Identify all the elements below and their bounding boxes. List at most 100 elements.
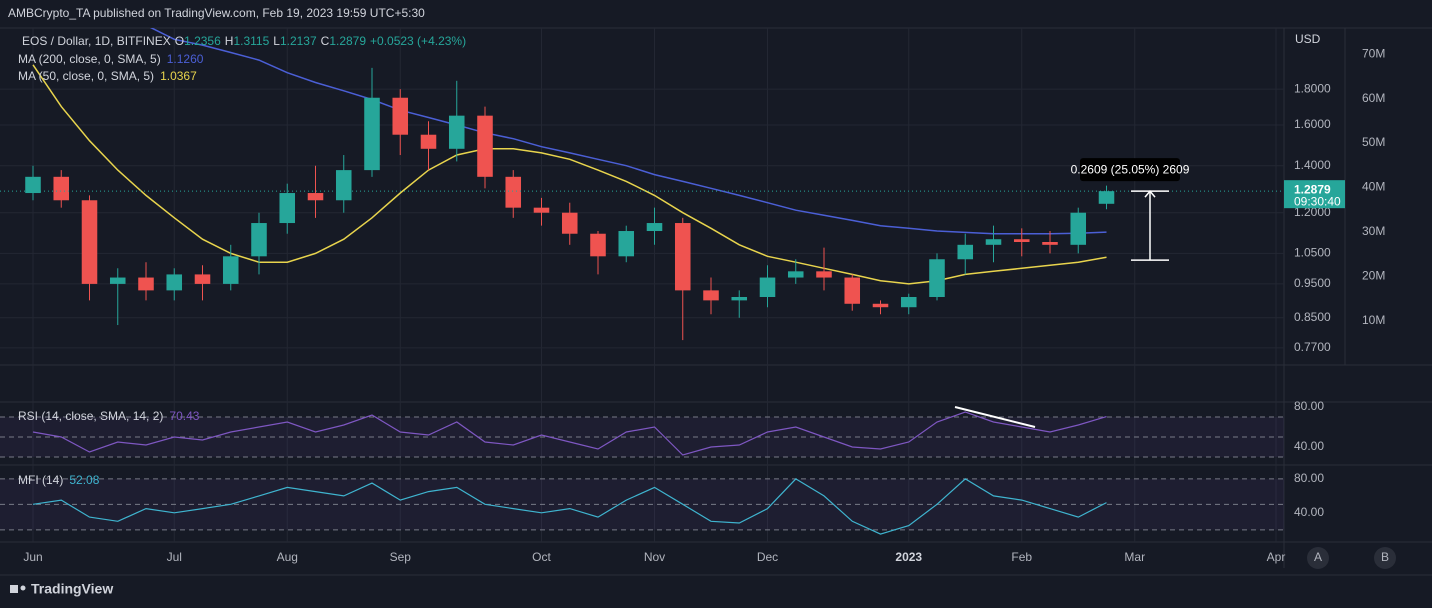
candle-body <box>53 176 70 201</box>
candle-body <box>279 193 296 224</box>
legend-part: H <box>225 34 234 48</box>
candle-body <box>816 271 832 278</box>
legend-part: EOS / Dollar, 1D, BITFINEX <box>22 34 171 48</box>
button-a[interactable] <box>1307 547 1329 569</box>
last-price-box <box>1284 180 1345 209</box>
currency: USD <box>1295 32 1321 46</box>
y-tick-label: 1.8000 <box>1294 81 1331 95</box>
x-tick-label: Jun <box>23 550 42 564</box>
indicator-pane <box>32 478 1107 535</box>
y-tick-label: 80.00 <box>1294 399 1324 413</box>
indicator-line <box>149 28 1107 235</box>
candle-body <box>929 259 945 298</box>
x-tick-label: Dec <box>757 550 778 564</box>
candle-body <box>985 239 1002 245</box>
candle-body <box>392 97 409 135</box>
legend-value: 1.0367 <box>160 69 197 83</box>
button-b[interactable] <box>1374 547 1396 569</box>
candle-body <box>109 277 126 284</box>
button-a-label[interactable]: A <box>1314 550 1322 564</box>
candle-body <box>420 134 437 149</box>
volume-tick-label: 40M <box>1362 180 1385 194</box>
volume-tick-label: 30M <box>1362 224 1385 238</box>
legend-part: L <box>273 34 280 48</box>
legend-name: MA (200, close, 0, SMA, 5) <box>18 52 161 66</box>
candle-body <box>448 115 465 149</box>
candle-body <box>844 277 861 304</box>
candle-body <box>872 303 889 308</box>
candle-body <box>900 297 917 308</box>
y-tick-label: 0.7700 <box>1294 340 1331 354</box>
legend-value: 52.08 <box>69 473 99 487</box>
y-tick-label: 0.8500 <box>1294 310 1331 324</box>
candle-body <box>1070 212 1087 245</box>
legend-part: 1.3115 <box>233 34 269 48</box>
y-tick-label: 1.6000 <box>1294 117 1331 131</box>
logo-mark <box>20 585 26 591</box>
rsi-trendline <box>954 406 1036 428</box>
candle-body <box>759 277 776 298</box>
candle-body <box>590 233 606 257</box>
x-tick-label: Oct <box>532 550 551 564</box>
y-tick-label: 1.4000 <box>1294 158 1331 172</box>
candle-body <box>307 193 324 201</box>
legend-name: RSI (14, close, SMA, 14, 2) <box>18 409 163 423</box>
candle-body <box>138 277 154 291</box>
indicator-legend: RSI (14, close, SMA, 14, 2) 70.43 <box>18 409 200 423</box>
button-b-label[interactable]: B <box>1381 550 1389 564</box>
candle-body <box>1013 239 1030 243</box>
candle-body <box>1042 242 1058 245</box>
last-price-label: 1.2879 <box>1294 182 1331 196</box>
x-tick-label: 2023 <box>895 550 922 564</box>
price-pane <box>25 28 1115 341</box>
measure-box <box>1080 158 1180 182</box>
candle-body <box>222 256 239 284</box>
candle-body <box>561 212 578 234</box>
legend-part: 1.2879 <box>329 34 366 48</box>
x-tick-label: Nov <box>644 550 665 564</box>
y-tick-label: 1.2000 <box>1294 205 1331 219</box>
measure-arrow <box>1144 189 1156 198</box>
volume-tick-label: 10M <box>1362 313 1385 327</box>
y-tick-label: 40.00 <box>1294 505 1324 519</box>
countdown: 09:30:40 <box>1294 194 1341 208</box>
volume-tick-label: 70M <box>1362 46 1385 60</box>
legend-value: 1.1260 <box>167 52 204 66</box>
x-tick-label: Apr <box>1267 550 1286 564</box>
candle-body <box>335 170 352 201</box>
indicator-legend: MFI (14) 52.08 <box>18 473 100 487</box>
candle-body <box>364 97 380 171</box>
measure-label: 0.2609 (25.05%) 2609 <box>1071 162 1190 176</box>
legend-part: 1.2137 <box>280 34 317 48</box>
y-tick-label: 80.00 <box>1294 471 1324 485</box>
x-tick-label: Feb <box>1011 550 1032 564</box>
candle-body <box>703 290 719 301</box>
legend-value: 70.43 <box>169 409 199 423</box>
y-tick-label: 0.9500 <box>1294 276 1331 290</box>
x-tick-label: Aug <box>277 550 298 564</box>
legend-ma: MA (50, close, 0, SMA, 5) 1.0367 <box>18 69 197 83</box>
candle-body <box>1098 191 1115 204</box>
legend-ohlc: EOS / Dollar, 1D, BITFINEX O1.2356 H1.3115… <box>22 34 466 48</box>
volume-tick-label: 20M <box>1362 268 1385 282</box>
candle-body <box>25 176 41 194</box>
y-tick-label: 1.0500 <box>1294 246 1331 260</box>
x-tick-label: Mar <box>1124 550 1145 564</box>
x-tick-label: Jul <box>167 550 182 564</box>
legend-ma: MA (200, close, 0, SMA, 5) 1.1260 <box>18 52 204 66</box>
candle-body <box>674 223 691 291</box>
candle-body <box>731 297 748 301</box>
brand: TradingView <box>31 581 113 597</box>
candle-body <box>477 115 493 177</box>
logo-mark <box>10 585 18 593</box>
candle-body <box>646 223 663 232</box>
candle-body <box>81 200 98 284</box>
volume-tick-label: 60M <box>1362 91 1385 105</box>
legend-part: O <box>175 34 184 48</box>
legend-name: MA (50, close, 0, SMA, 5) <box>18 69 154 83</box>
candle-body <box>618 231 635 257</box>
publisher: AMBCrypto_TA published on TradingView.co… <box>8 6 425 20</box>
candle-body <box>194 274 211 284</box>
legend-part: 1.2356 <box>184 34 221 48</box>
